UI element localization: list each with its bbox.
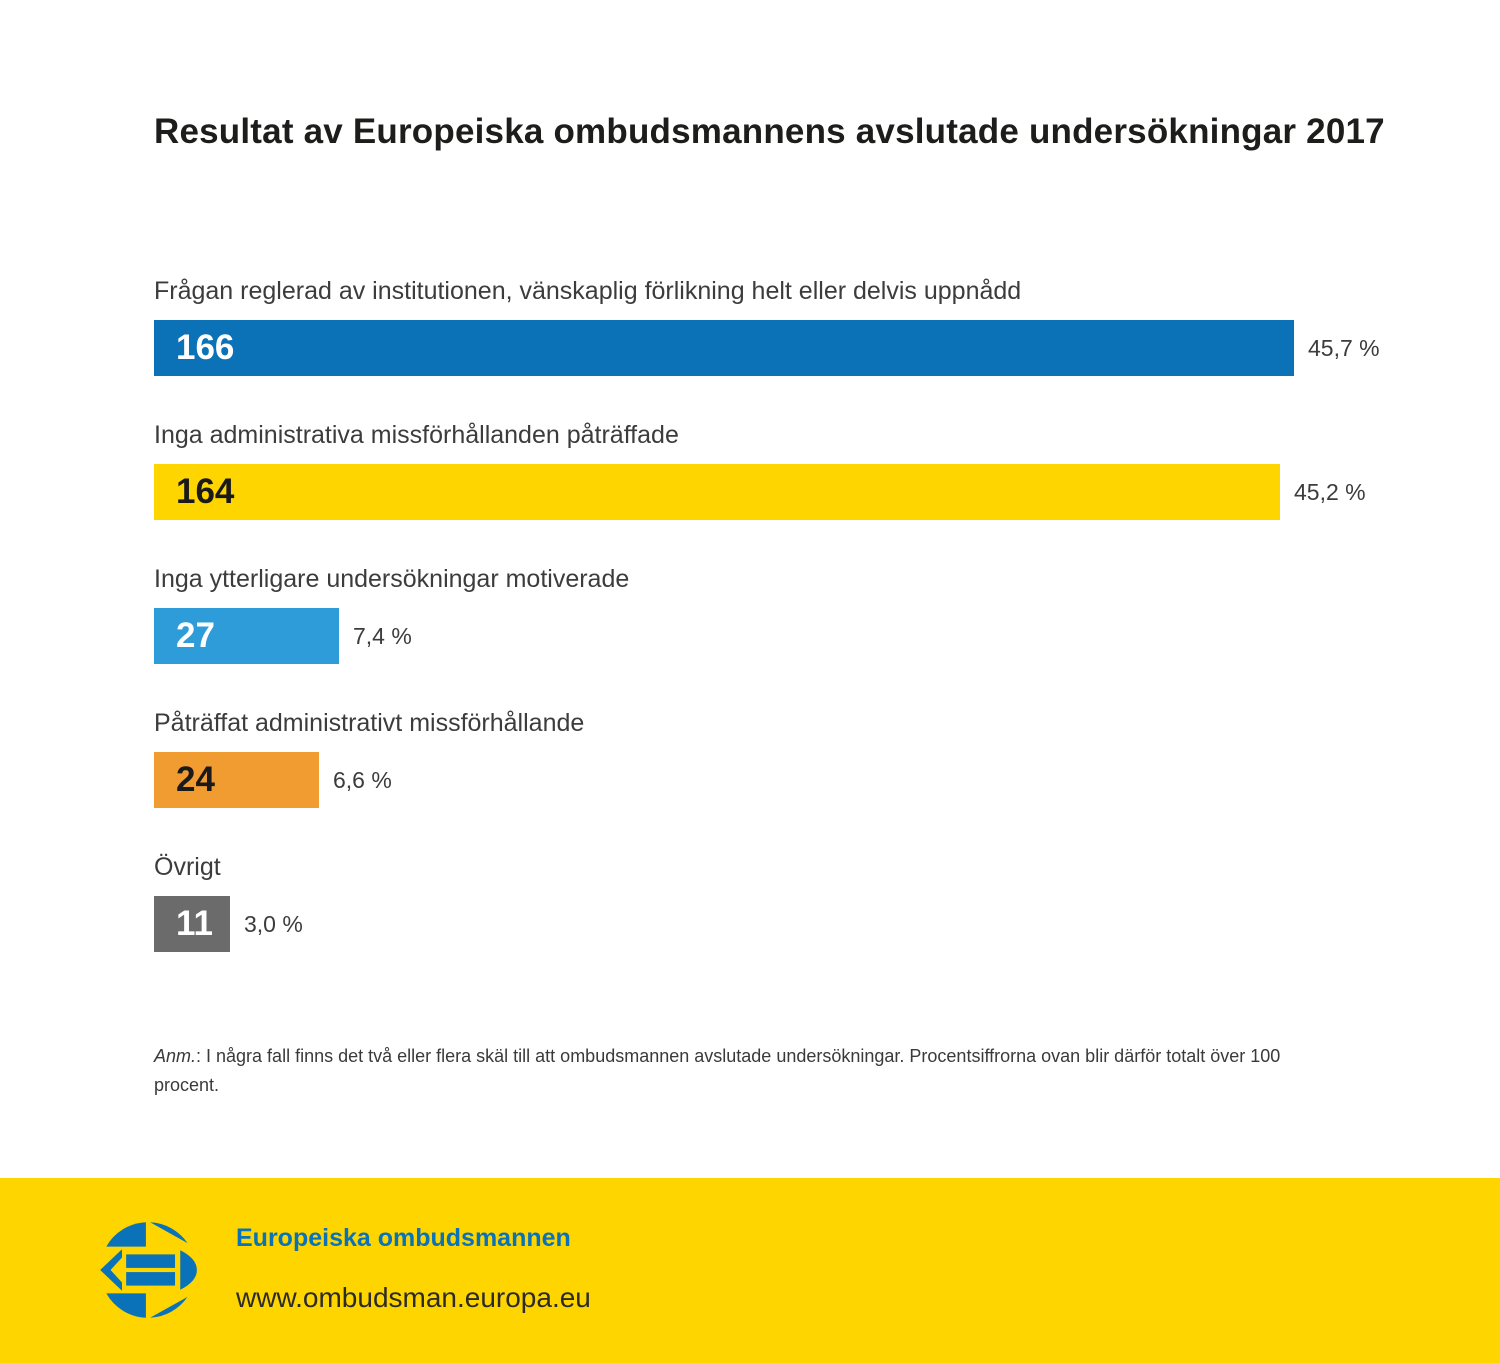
bar-value: 11	[176, 904, 213, 943]
bar-percent: 6,6 %	[333, 766, 392, 793]
bar-value: 24	[176, 760, 215, 799]
bar-value: 164	[176, 472, 235, 511]
bar: 27	[154, 608, 339, 664]
bar-label: Inga administrativa missförhållanden påt…	[154, 421, 679, 449]
bar-label: Frågan reglerad av institutionen, vänska…	[154, 277, 1022, 305]
footnote: Anm.: I några fall finns det två eller f…	[154, 1042, 1314, 1100]
european-ombudsman-logo european-ombudsman-logo-icon	[96, 1218, 200, 1322]
bar: 24	[154, 752, 319, 808]
bar-row: Inga ytterligare undersökningar motivera…	[154, 564, 1500, 664]
bar-label: Inga ytterligare undersökningar motivera…	[154, 565, 630, 593]
bar-percent: 3,0 %	[244, 910, 303, 937]
bar-percent: 7,4 %	[353, 622, 412, 649]
bar-line: 11 3,0 %	[154, 896, 1500, 952]
bar-label: Övrigt	[154, 853, 221, 881]
bar-line: 27 7,4 %	[154, 608, 1500, 664]
bar-row: Påträffat administrativt missförhållande…	[154, 708, 1500, 808]
bar-row: Inga administrativa missförhållanden påt…	[154, 420, 1500, 520]
bar-chart: Frågan reglerad av institutionen, vänska…	[154, 276, 1500, 996]
page-title: Resultat av Europeiska ombudsmannens avs…	[154, 112, 1385, 151]
bar: 11	[154, 896, 230, 952]
bar-line: 164 45,2 %	[154, 464, 1500, 520]
bar-row: Frågan reglerad av institutionen, vänska…	[154, 276, 1500, 376]
bar-percent: 45,2 %	[1294, 478, 1366, 505]
bar: 166	[154, 320, 1294, 376]
footnote-prefix: Anm.	[154, 1046, 197, 1066]
bar-percent: 45,7 %	[1308, 334, 1380, 361]
bar-value: 27	[176, 616, 215, 655]
footnote-text: : I några fall finns det två eller flera…	[154, 1046, 1281, 1095]
footer-org-name: Europeiska ombudsmannen	[236, 1224, 571, 1252]
bar-value: 166	[176, 328, 235, 367]
bar: 164	[154, 464, 1280, 520]
footer-banner: Europeiska ombudsmannen www.ombudsman.eu…	[0, 1178, 1500, 1363]
bar-line: 24 6,6 %	[154, 752, 1500, 808]
bar-row: Övrigt 11 3,0 %	[154, 852, 1500, 952]
bar-line: 166 45,7 %	[154, 320, 1500, 376]
bar-label: Påträffat administrativt missförhållande	[154, 709, 585, 737]
footer-website: www.ombudsman.europa.eu	[236, 1282, 591, 1313]
